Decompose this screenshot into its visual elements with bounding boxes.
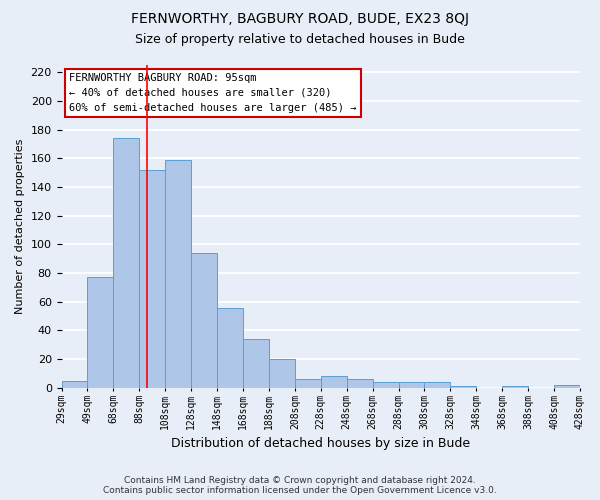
Bar: [165, 160, 191, 388]
Bar: [424, 382, 451, 388]
Bar: [295, 380, 321, 388]
Bar: [243, 339, 269, 388]
X-axis label: Distribution of detached houses by size in Bude: Distribution of detached houses by size …: [171, 437, 470, 450]
Bar: [191, 253, 217, 388]
Text: FERNWORTHY, BAGBURY ROAD, BUDE, EX23 8QJ: FERNWORTHY, BAGBURY ROAD, BUDE, EX23 8QJ: [131, 12, 469, 26]
Bar: [62, 380, 88, 388]
Bar: [451, 386, 476, 388]
Text: Size of property relative to detached houses in Bude: Size of property relative to detached ho…: [135, 32, 465, 46]
Bar: [398, 382, 424, 388]
Bar: [88, 278, 113, 388]
Bar: [139, 170, 165, 388]
Y-axis label: Number of detached properties: Number of detached properties: [15, 138, 25, 314]
Bar: [269, 359, 295, 388]
Text: FERNWORTHY BAGBURY ROAD: 95sqm
← 40% of detached houses are smaller (320)
60% of: FERNWORTHY BAGBURY ROAD: 95sqm ← 40% of …: [70, 73, 357, 112]
Bar: [502, 386, 528, 388]
Bar: [321, 376, 347, 388]
Bar: [113, 138, 139, 388]
Bar: [373, 382, 398, 388]
Bar: [217, 308, 243, 388]
Bar: [347, 380, 373, 388]
Bar: [554, 385, 580, 388]
Text: Contains HM Land Registry data © Crown copyright and database right 2024.
Contai: Contains HM Land Registry data © Crown c…: [103, 476, 497, 495]
